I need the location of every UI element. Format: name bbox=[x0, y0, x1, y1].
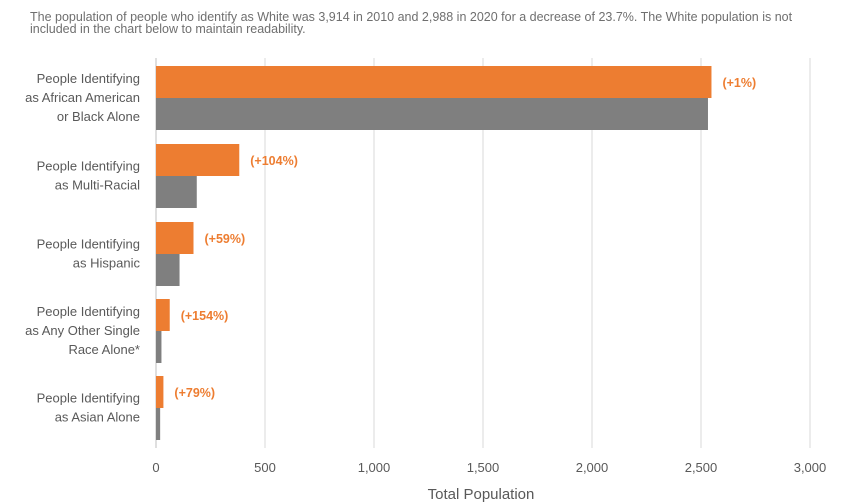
category-label: as Any Other Single bbox=[25, 323, 140, 338]
category-label: as Hispanic bbox=[73, 256, 141, 271]
bar-2-series-1 bbox=[156, 254, 180, 286]
x-tick-label: 1,500 bbox=[467, 460, 500, 475]
category-label: Race Alone* bbox=[68, 342, 140, 357]
bar-0-series-0 bbox=[156, 66, 712, 98]
category-label: People Identifying bbox=[37, 237, 140, 252]
x-tick-label: 0 bbox=[152, 460, 159, 475]
category-label: People Identifying bbox=[37, 391, 140, 406]
bar-4-series-1 bbox=[156, 408, 161, 440]
data-label: (+59%) bbox=[204, 232, 245, 246]
x-tick-labels: 0 500 1,000 1,500 2,000 2,500 3,000 bbox=[152, 460, 826, 475]
x-tick-label: 3,000 bbox=[794, 460, 827, 475]
x-tick-label: 500 bbox=[254, 460, 276, 475]
bar-2-series-0 bbox=[156, 222, 194, 254]
bar-3-series-0 bbox=[156, 299, 170, 331]
x-tick-label: 1,000 bbox=[358, 460, 391, 475]
data-label: (+79%) bbox=[174, 386, 215, 400]
data-label: (+104%) bbox=[250, 154, 298, 168]
category-label: as African American bbox=[25, 90, 140, 105]
chart-note: The population of people who identify as… bbox=[30, 10, 793, 36]
category-labels: People Identifying as African American or … bbox=[25, 71, 140, 425]
data-labels: (+1%) (+104%) (+59%) (+154%) (+79%) bbox=[174, 76, 756, 400]
bar-1-series-1 bbox=[156, 176, 197, 208]
category-label: People Identifying bbox=[37, 159, 140, 174]
category-label: as Multi-Racial bbox=[55, 178, 140, 193]
bars bbox=[156, 66, 712, 440]
x-tick-label: 2,000 bbox=[576, 460, 609, 475]
category-label: as Asian Alone bbox=[55, 410, 140, 425]
data-label: (+154%) bbox=[181, 309, 229, 323]
category-label: People Identifying bbox=[37, 71, 140, 86]
data-label: (+1%) bbox=[722, 76, 756, 90]
bar-4-series-0 bbox=[156, 376, 164, 408]
x-tick-label: 2,500 bbox=[685, 460, 718, 475]
bar-3-series-1 bbox=[156, 331, 162, 363]
bar-1-series-0 bbox=[156, 144, 240, 176]
bar-0-series-1 bbox=[156, 98, 708, 130]
category-label: People Identifying bbox=[37, 304, 140, 319]
category-label: or Black Alone bbox=[57, 109, 140, 124]
x-axis-label: Total Population bbox=[428, 486, 535, 503]
